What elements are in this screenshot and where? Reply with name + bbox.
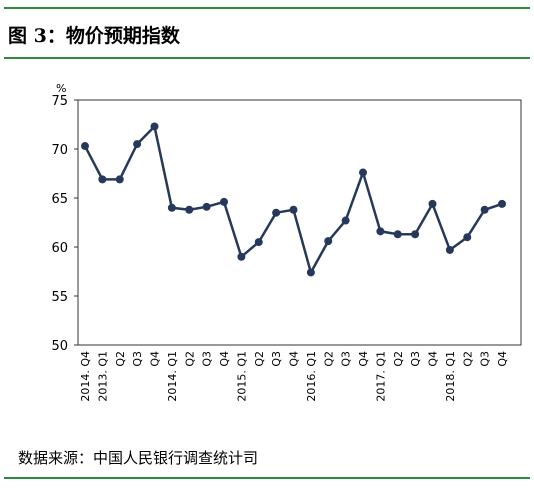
- x-tick-label: 2013. Q1: [96, 351, 109, 402]
- x-tick-label: 2015. Q1: [235, 351, 248, 402]
- point: [133, 140, 142, 149]
- x-tick-label: Q4: [357, 351, 370, 367]
- x-tick-label: Q2: [392, 351, 405, 367]
- plot-frame: [77, 99, 522, 346]
- x-tick-label: 2014. Q4: [79, 351, 92, 402]
- x-tick-label: Q2: [114, 351, 127, 367]
- series-line: [83, 123, 503, 276]
- point: [428, 199, 437, 208]
- point: [393, 230, 402, 239]
- point: [376, 227, 385, 236]
- point: [480, 205, 489, 214]
- point: [254, 238, 263, 247]
- point: [463, 233, 472, 242]
- x-tick-label: Q3: [270, 351, 283, 367]
- point: [185, 205, 194, 214]
- x-tick-label: Q2: [461, 351, 474, 367]
- point: [498, 199, 506, 208]
- x-tick-label: Q3: [201, 351, 214, 367]
- point: [81, 142, 89, 151]
- point: [237, 252, 246, 261]
- point: [411, 230, 420, 239]
- point: [359, 168, 367, 177]
- point: [272, 208, 281, 217]
- x-tick-label: Q2: [322, 351, 335, 367]
- x-tick-label: Q4: [288, 351, 301, 367]
- point: [150, 122, 159, 131]
- x-tick-label: Q4: [496, 351, 509, 367]
- point: [202, 202, 211, 211]
- x-tick-label: Q2: [183, 351, 196, 367]
- source: 数据来源：中国人民银行调查统计司: [18, 449, 258, 467]
- y-tick-label: 70: [51, 143, 68, 158]
- y-tick-label: 60: [51, 241, 68, 256]
- x-tick-label: Q3: [479, 351, 492, 367]
- y-tick-label: 55: [51, 290, 68, 305]
- x-tick-label: Q4: [427, 351, 440, 367]
- x-tick-label: 2018. Q1: [444, 351, 457, 402]
- chart-title: 图 3：物价预期指数: [8, 24, 181, 47]
- x-tick-label: Q3: [131, 351, 144, 367]
- x-tick-label: Q2: [253, 351, 266, 367]
- point: [289, 205, 298, 214]
- point: [324, 237, 333, 246]
- x-tick-label: Q3: [340, 351, 353, 367]
- point: [341, 216, 350, 225]
- y-tick-label: 65: [51, 192, 68, 207]
- point: [98, 175, 107, 184]
- x-tick-label: 2017. Q1: [374, 351, 387, 402]
- x-tick-label: Q4: [149, 351, 162, 367]
- x-tick-label: 2014. Q1: [166, 351, 179, 402]
- point: [115, 175, 124, 184]
- y-tick-label: 75: [51, 94, 68, 109]
- x-tick-label: Q3: [409, 351, 422, 367]
- point: [220, 197, 228, 206]
- y-unit: %: [56, 82, 66, 95]
- x-tick-label: 2016. Q1: [305, 351, 318, 402]
- y-tick-label: 50: [51, 339, 68, 354]
- x-tick-label: Q4: [218, 351, 231, 367]
- point: [167, 203, 176, 212]
- point: [306, 268, 315, 277]
- point: [445, 245, 454, 254]
